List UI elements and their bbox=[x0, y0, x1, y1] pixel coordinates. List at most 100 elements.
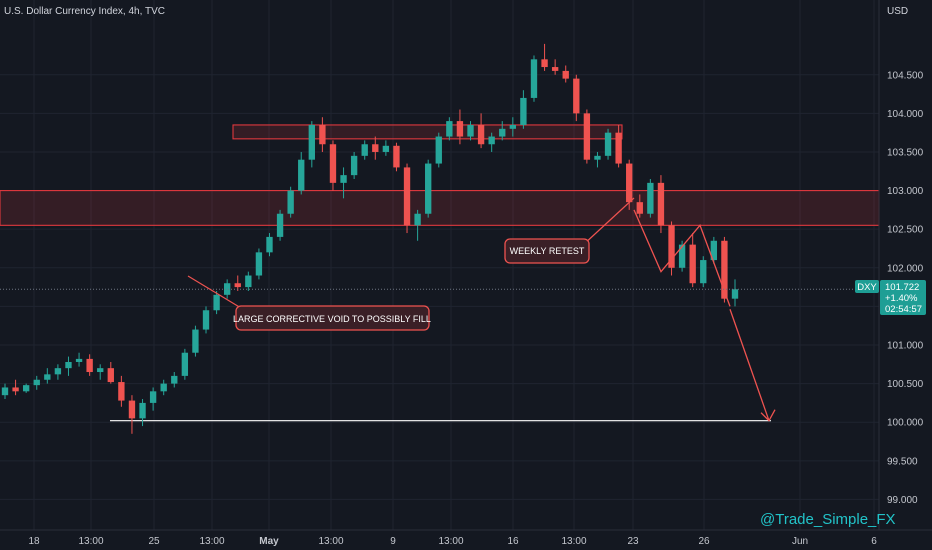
y-axis-title: USD bbox=[887, 6, 908, 17]
candle-body bbox=[594, 155, 601, 160]
candle-body bbox=[12, 387, 19, 392]
candle-body bbox=[467, 124, 474, 137]
annotation-retest-box bbox=[504, 238, 590, 264]
candle-body bbox=[636, 202, 643, 214]
candle-body bbox=[118, 382, 125, 401]
candle-body bbox=[128, 400, 136, 419]
candle-body bbox=[456, 121, 464, 137]
price-badge-countdown: 02:54:57 bbox=[885, 304, 922, 315]
candle-body bbox=[689, 244, 696, 284]
chart-title: U.S. Dollar Currency Index, 4h, TVC bbox=[4, 6, 165, 17]
candle-body bbox=[700, 260, 707, 284]
candle-body bbox=[319, 124, 326, 145]
candle-body bbox=[160, 383, 167, 392]
candle-body bbox=[446, 121, 453, 137]
candle-body bbox=[382, 145, 390, 152]
candle-body bbox=[435, 136, 442, 164]
candle-body bbox=[171, 375, 178, 384]
candle-body bbox=[615, 132, 622, 164]
candle-body bbox=[414, 213, 421, 226]
candle-body bbox=[488, 136, 495, 145]
x-tick-label: 13:00 bbox=[78, 536, 103, 547]
candle-body bbox=[22, 385, 30, 392]
x-tick-label: 13:00 bbox=[199, 536, 224, 547]
candle-body bbox=[477, 124, 485, 145]
candle-body bbox=[710, 240, 718, 261]
candle-body bbox=[562, 70, 569, 79]
candle-body bbox=[721, 240, 728, 299]
x-tick-label: 13:00 bbox=[438, 536, 463, 547]
annotation-void-pointer bbox=[187, 275, 242, 309]
candle-body bbox=[75, 358, 83, 362]
y-tick-label: 99.000 bbox=[887, 495, 918, 506]
candle-body bbox=[287, 190, 294, 214]
candle-body bbox=[1, 387, 9, 396]
candle-body bbox=[54, 368, 62, 375]
x-tick-label: 23 bbox=[627, 536, 639, 547]
annotation-void-text: LARGE CORRECTIVE VOID TO POSSIBLY FILL bbox=[233, 314, 431, 324]
candle-body bbox=[657, 182, 665, 226]
candle-body bbox=[44, 374, 51, 380]
annotation-retest[interactable]: WEEKLY RETEST bbox=[504, 197, 635, 264]
candle-body bbox=[668, 225, 675, 268]
x-tick-label: 6 bbox=[871, 536, 877, 547]
candle-body bbox=[266, 236, 273, 253]
candle-body bbox=[298, 159, 305, 191]
x-tick-label: 26 bbox=[698, 536, 710, 547]
candle-body bbox=[308, 124, 315, 160]
y-tick-label: 104.500 bbox=[887, 70, 924, 81]
price-badge-change: +1.40% bbox=[885, 293, 918, 304]
candle-body bbox=[245, 275, 252, 288]
candle-body bbox=[372, 144, 379, 152]
candle-body bbox=[149, 391, 157, 403]
annotation-retest-pointer bbox=[582, 197, 635, 246]
candle-body bbox=[255, 252, 263, 276]
last-price-badge[interactable]: DXY 101.722 +1.40% 02:54:57 bbox=[855, 280, 926, 315]
candle-body bbox=[65, 361, 72, 369]
candle-body bbox=[573, 78, 580, 114]
x-tick-labels: 18 13:00 25 13:00 May 13:00 9 13:00 16 13:00 23 26 J… bbox=[28, 536, 877, 547]
price-badge-price: 101.722 bbox=[885, 282, 919, 293]
annotations: LARGE CORRECTIVE VOID TO POSSIBLY FILL W… bbox=[187, 197, 635, 331]
candle-body bbox=[276, 213, 284, 237]
y-tick-label: 100.000 bbox=[887, 418, 924, 429]
candle-body bbox=[551, 67, 559, 71]
candle-body bbox=[425, 163, 432, 214]
projection-arrow-line bbox=[729, 309, 770, 421]
symbol-badge-bg bbox=[855, 280, 879, 293]
x-tick-label: 9 bbox=[390, 536, 396, 547]
x-tick-label: Jun bbox=[792, 536, 808, 547]
grid bbox=[0, 0, 879, 530]
candle-body bbox=[86, 358, 93, 373]
candle-body bbox=[97, 368, 104, 373]
x-tick-label: May bbox=[259, 536, 279, 547]
candle-body bbox=[541, 59, 548, 68]
candle-body bbox=[530, 59, 538, 98]
annotation-retest-text: WEEKLY RETEST bbox=[510, 246, 585, 256]
candle-body bbox=[107, 368, 114, 383]
watermark-text: @Trade_Simple_FX bbox=[760, 511, 896, 528]
candle-body bbox=[234, 283, 241, 288]
zone-rect bbox=[0, 190, 880, 226]
candle-body bbox=[213, 294, 220, 311]
candle-body bbox=[403, 167, 411, 226]
x-tick-label: 18 bbox=[28, 536, 40, 547]
structure-line bbox=[633, 209, 731, 307]
candle-body bbox=[499, 128, 506, 137]
y-tick-label: 101.000 bbox=[887, 341, 924, 352]
y-tick-label: 102.500 bbox=[887, 225, 924, 236]
annotation-void-box bbox=[235, 305, 430, 331]
annotation-void[interactable]: LARGE CORRECTIVE VOID TO POSSIBLY FILL bbox=[187, 275, 431, 331]
price-badge-bg bbox=[880, 280, 926, 315]
y-tick-label: 103.500 bbox=[887, 147, 924, 158]
y-tick-label: 104.000 bbox=[887, 109, 924, 120]
candle-body bbox=[393, 145, 400, 168]
candle-body bbox=[509, 124, 516, 129]
structure-path bbox=[633, 209, 731, 307]
candle-body bbox=[33, 379, 40, 386]
projection-arrow-head bbox=[760, 409, 776, 422]
x-tick-label: 25 bbox=[148, 536, 160, 547]
candle-body bbox=[647, 182, 654, 214]
